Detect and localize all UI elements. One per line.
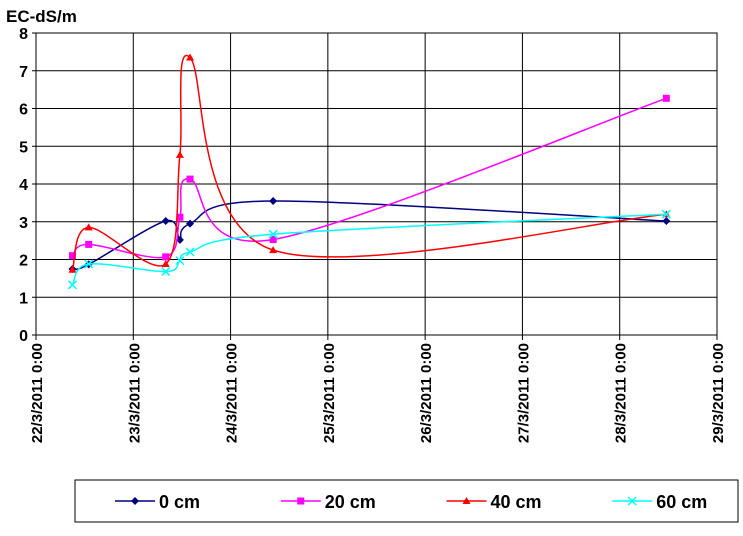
marker bbox=[161, 260, 170, 268]
marker bbox=[161, 216, 170, 225]
y-tick-label: 0 bbox=[19, 328, 28, 345]
marker bbox=[661, 209, 671, 219]
x-tick-label: 28/3/2011 0:00 bbox=[613, 343, 630, 443]
y-tick-label: 6 bbox=[19, 102, 28, 119]
y-tick-label: 7 bbox=[19, 64, 28, 81]
legend-marker bbox=[627, 496, 637, 506]
series-line bbox=[71, 213, 667, 286]
legend-label: 40 cm bbox=[491, 492, 542, 512]
x-tick-label: 25/3/2011 0:00 bbox=[321, 343, 338, 443]
x-tick-label: 26/3/2011 0:00 bbox=[418, 343, 435, 443]
marker bbox=[662, 216, 671, 225]
legend-marker bbox=[131, 497, 139, 505]
legend-marker bbox=[462, 497, 471, 504]
marker bbox=[662, 94, 670, 102]
marker bbox=[176, 213, 184, 221]
marker bbox=[269, 235, 277, 243]
y-axis-label: EC-dS/m bbox=[6, 7, 77, 26]
legend-label: 0 cm bbox=[159, 492, 200, 512]
marker bbox=[185, 247, 195, 257]
x-tick-label: 22/3/2011 0:00 bbox=[29, 343, 46, 443]
marker bbox=[269, 246, 278, 254]
marker bbox=[68, 265, 77, 273]
marker bbox=[186, 175, 194, 183]
marker bbox=[175, 150, 184, 158]
y-tick-label: 8 bbox=[19, 26, 28, 43]
series-line bbox=[72, 200, 667, 271]
y-tick-label: 1 bbox=[19, 290, 28, 307]
series-line bbox=[71, 54, 667, 270]
x-tick-label: 23/3/2011 0:00 bbox=[126, 343, 143, 443]
y-tick-label: 4 bbox=[19, 177, 28, 194]
legend-marker bbox=[297, 497, 305, 505]
marker bbox=[68, 252, 76, 260]
legend-label: 20 cm bbox=[325, 492, 376, 512]
marker bbox=[186, 53, 195, 61]
y-tick-label: 2 bbox=[19, 253, 28, 270]
marker bbox=[84, 223, 93, 231]
marker bbox=[268, 229, 278, 239]
marker bbox=[162, 253, 170, 261]
marker bbox=[161, 267, 171, 277]
x-tick-label: 29/3/2011 0:00 bbox=[710, 343, 727, 443]
marker bbox=[67, 280, 78, 290]
marker bbox=[175, 256, 185, 266]
x-tick-label: 24/3/2011 0:00 bbox=[224, 343, 241, 443]
y-tick-label: 3 bbox=[19, 215, 28, 232]
marker bbox=[269, 196, 278, 205]
marker bbox=[85, 240, 93, 248]
y-tick-label: 5 bbox=[19, 139, 28, 156]
legend-label: 60 cm bbox=[656, 492, 707, 512]
marker bbox=[186, 219, 195, 228]
x-tick-label: 27/3/2011 0:00 bbox=[515, 343, 532, 443]
marker bbox=[84, 259, 94, 269]
